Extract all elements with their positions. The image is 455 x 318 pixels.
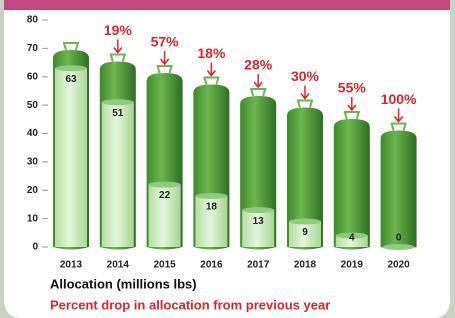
percent-label: 18%	[197, 45, 226, 61]
y-tick-label: 50	[27, 100, 39, 111]
chart: 0102030405060708020136320145119%20152257…	[0, 0, 455, 318]
y-tick-label: 60	[27, 71, 39, 82]
value-label: 9	[302, 227, 308, 238]
y-tick-label: 10	[27, 213, 39, 224]
y-tick-label: 30	[27, 157, 39, 168]
percent-label: 28%	[244, 57, 273, 73]
x-tick-label: 2014	[107, 260, 130, 271]
x-tick-label: 2015	[153, 260, 176, 271]
x-tick-label: 2018	[294, 260, 317, 271]
y-tick-label: 20	[27, 185, 39, 196]
percent-label: 30%	[291, 68, 320, 84]
y-tick-label: 40	[27, 128, 39, 139]
value-label: 4	[349, 233, 355, 244]
value-label: 13	[253, 216, 265, 227]
legend-allocation: Allocation (millions lbs)	[50, 276, 197, 291]
x-tick-label: 2019	[341, 260, 364, 271]
value-label: 0	[396, 233, 402, 244]
allocation-fill-top	[242, 207, 274, 213]
allocation-fill	[55, 68, 87, 247]
allocation-fill-top	[55, 65, 87, 71]
value-label: 51	[112, 108, 124, 119]
x-tick-label: 2017	[247, 260, 270, 271]
x-tick-label: 2016	[200, 260, 223, 271]
y-tick-label: 80	[27, 15, 39, 26]
allocation-fill-top	[149, 182, 181, 188]
value-label: 22	[159, 190, 171, 201]
allocation-fill-top	[289, 218, 321, 224]
legend-percent-drop: Percent drop in allocation from previous…	[50, 297, 330, 312]
tank	[381, 131, 417, 250]
value-label: 63	[65, 74, 77, 85]
percent-label: 55%	[338, 80, 367, 96]
x-tick-label: 2020	[387, 260, 410, 271]
y-tick-label: 70	[27, 43, 39, 54]
allocation-fill	[102, 102, 134, 247]
x-tick-label: 2013	[60, 260, 83, 271]
allocation-fill-top	[102, 99, 134, 105]
y-tick-label: 0	[32, 242, 38, 253]
allocation-fill-top	[195, 193, 227, 199]
tank	[334, 119, 370, 250]
percent-label: 57%	[151, 34, 180, 50]
value-label: 18	[206, 202, 218, 213]
allocation-fill-top	[383, 244, 415, 250]
page: {"chart_data": {"type": "tank-bar", "cat…	[0, 0, 455, 318]
percent-label: 100%	[381, 91, 417, 107]
percent-label: 19%	[104, 22, 133, 38]
